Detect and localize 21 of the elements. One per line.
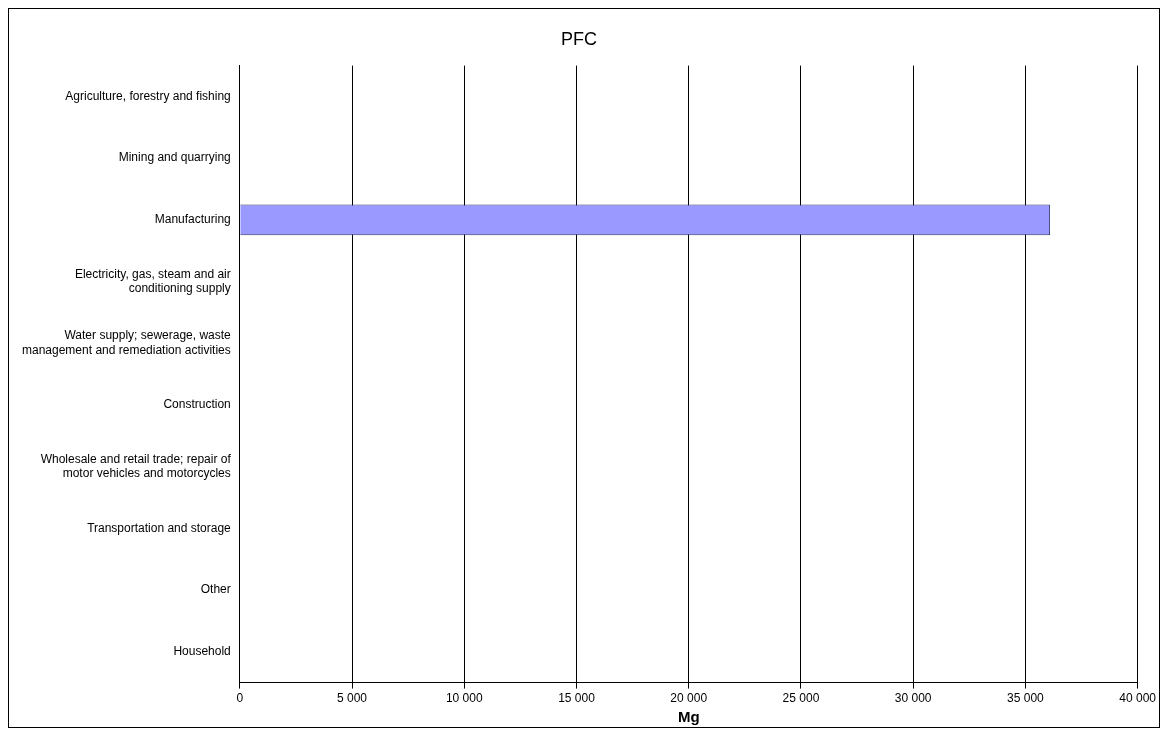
x-tick-label: 25 000 [782,691,820,706]
x-tick-label: 40 000 [1119,691,1157,706]
y-tick-label: Wholesale and retail trade; repair of motor vehicles and motorcycles [40,451,232,481]
x-tick-label: 0 [236,691,244,706]
y-tick-label: Construction [163,397,231,412]
x-tick-label: 20 000 [670,691,708,706]
y-tick-label: Household [173,644,231,659]
y-tick-label: Electricity, gas, steam and air conditioning supply [74,266,231,296]
y-tick-label: Water supply; sewerage, waste management and remediation activities [22,328,232,357]
y-tick-label: Manufacturing [154,212,231,227]
x-tick-label: 15 000 [558,691,596,706]
x-tick-label: 30 000 [894,691,932,706]
y-tick-label: Transportation and storage [87,520,232,535]
x-tick-label: 10 000 [445,691,483,706]
x-axis-title: Mg [677,708,700,726]
y-tick-label: Other [200,582,231,597]
x-tick-label: 35 000 [1007,691,1045,706]
y-tick-label: Agriculture, forestry and fishing [65,88,231,103]
x-tick-label: 5 000 [337,691,368,706]
y-tick-label: Mining and quarrying [118,150,231,165]
chart-title: PFC [561,28,597,49]
